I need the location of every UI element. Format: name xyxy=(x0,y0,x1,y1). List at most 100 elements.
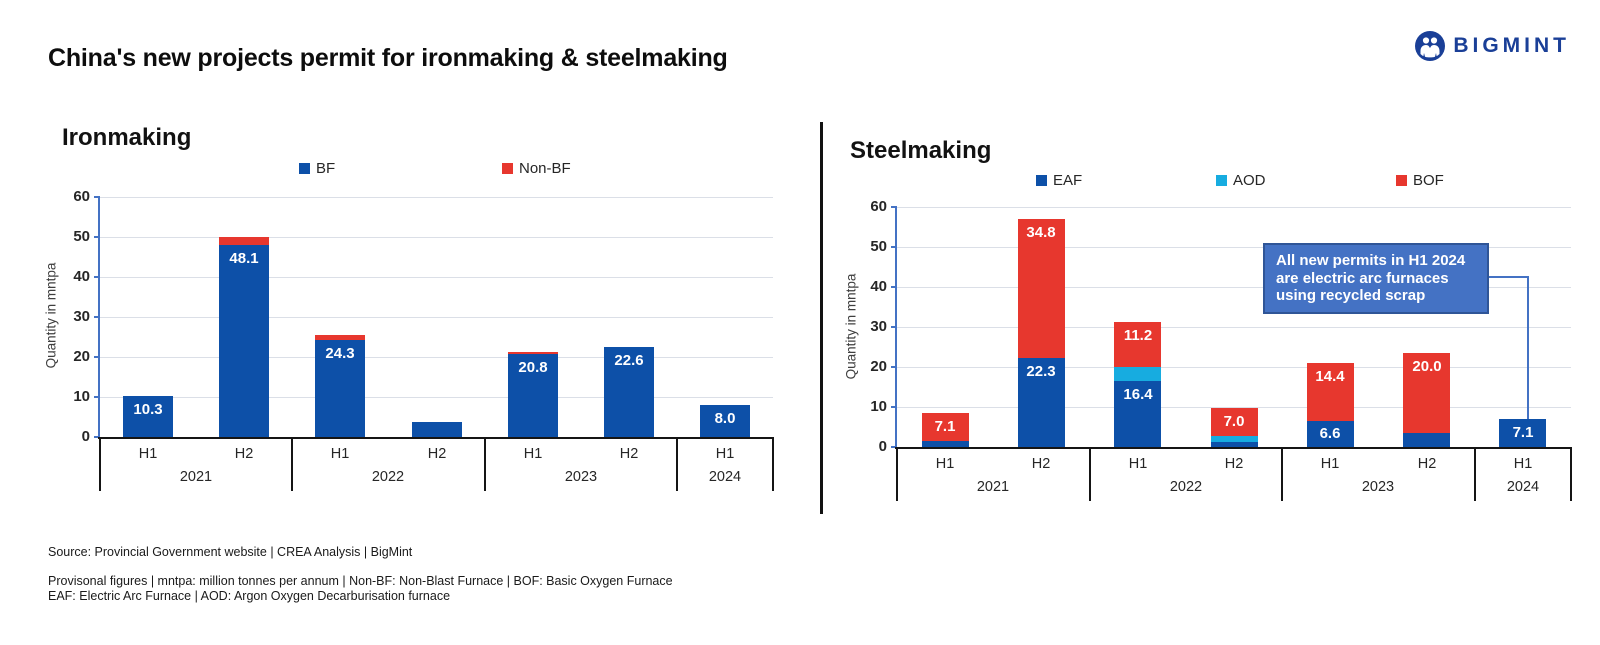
legend-item-aod: AOD xyxy=(1216,171,1266,189)
y-tick-label: 40 xyxy=(73,268,90,285)
year-label: 2022 xyxy=(1169,479,1203,495)
bar-segment-bf xyxy=(508,353,558,437)
y-tick-label: 20 xyxy=(73,348,90,365)
y-axis-line xyxy=(98,197,100,437)
bar-segment-non-bf xyxy=(315,335,365,340)
category-label: H2 xyxy=(234,446,254,462)
annotation-callout: All new permits in H1 2024 are electric … xyxy=(1263,243,1489,314)
bar-segment-aod xyxy=(1211,435,1258,443)
y-tick-mark xyxy=(891,446,897,448)
bar-segment-bf xyxy=(123,395,173,437)
bar-segment-eaf xyxy=(1403,433,1450,447)
annotation-connector-horizontal xyxy=(1489,276,1529,278)
annotation-connector-vertical xyxy=(1527,276,1529,419)
year-separator xyxy=(1570,447,1572,501)
bar-segment-eaf xyxy=(1211,442,1258,447)
grid-line xyxy=(100,397,773,398)
bar-segment-eaf xyxy=(1018,357,1065,447)
bar-segment-bof xyxy=(1403,353,1450,433)
bar-segment-eaf xyxy=(1307,420,1354,447)
page-title: China's new projects permit for ironmaki… xyxy=(48,44,728,72)
year-label: 2021 xyxy=(179,469,213,485)
bar-segment-bf xyxy=(219,244,269,437)
year-separator xyxy=(896,447,898,501)
category-label: H1 xyxy=(935,456,955,472)
bar-segment-bof xyxy=(1307,363,1354,421)
y-tick-label: 10 xyxy=(870,398,887,415)
category-label: H1 xyxy=(523,446,543,462)
bar-segment-aod xyxy=(1114,367,1161,382)
legend-label: AOD xyxy=(1233,171,1266,189)
category-label: H2 xyxy=(1417,456,1437,472)
bar-segment-bof xyxy=(1114,322,1161,367)
y-tick-mark xyxy=(891,366,897,368)
data-label: 24.3 xyxy=(325,344,355,362)
category-label: H2 xyxy=(1031,456,1051,472)
data-label: 14.4 xyxy=(1315,368,1345,385)
y-tick-mark xyxy=(94,236,100,238)
legend-marker-non-bf xyxy=(502,162,513,174)
data-label: 8.0 xyxy=(714,410,736,427)
bar-segment-bf xyxy=(604,346,654,437)
legend-marker-eaf xyxy=(1036,174,1047,186)
legend-label: BOF xyxy=(1413,171,1444,189)
data-label: 7.0 xyxy=(1223,412,1245,430)
bar-segment-eaf xyxy=(1499,418,1546,447)
y-tick-mark xyxy=(891,406,897,408)
x-axis-line xyxy=(895,447,1571,449)
category-label: H1 xyxy=(1513,456,1533,472)
bar-segment-bof xyxy=(1018,218,1065,358)
bar-segment-bof xyxy=(922,412,969,441)
grid-line xyxy=(100,317,773,318)
legend-item-non-bf: Non-BF xyxy=(502,159,571,177)
y-tick-label: 50 xyxy=(870,238,887,255)
year-label: 2022 xyxy=(371,469,405,485)
y-tick-label: 40 xyxy=(870,278,887,295)
data-label: 22.6 xyxy=(614,351,644,369)
grid-line xyxy=(897,367,1571,368)
year-label: 2023 xyxy=(564,469,598,485)
bar-segment-bf xyxy=(412,422,462,437)
data-label: 11.2 xyxy=(1123,327,1153,345)
y-tick-mark xyxy=(94,196,100,198)
grid-line xyxy=(897,287,1571,288)
y-axis-line xyxy=(895,207,897,447)
bar-segment-eaf xyxy=(922,441,969,447)
data-label: 34.8 xyxy=(1026,223,1056,241)
year-separator xyxy=(676,437,678,491)
bar-segment-bf xyxy=(315,339,365,437)
y-tick-mark xyxy=(94,316,100,318)
data-label: 48.1 xyxy=(229,249,259,267)
y-tick-label: 30 xyxy=(73,308,90,325)
year-separator xyxy=(291,437,293,491)
y-tick-label: 0 xyxy=(81,428,90,445)
y-tick-label: 60 xyxy=(870,198,887,215)
category-label: H1 xyxy=(1128,456,1148,472)
y-tick-mark xyxy=(891,326,897,328)
grid-line xyxy=(100,197,773,198)
year-separator xyxy=(1281,447,1283,501)
year-separator xyxy=(1089,447,1091,501)
bar-segment-bof xyxy=(1211,407,1258,436)
legend-item-bof: BOF xyxy=(1396,171,1444,189)
grid-line xyxy=(897,247,1571,248)
bar-segment-eaf xyxy=(1114,381,1161,447)
bar-segment-non-bf xyxy=(508,351,558,354)
year-separator xyxy=(772,437,774,491)
data-label: 16.4 xyxy=(1123,386,1153,404)
grid-line xyxy=(897,407,1571,408)
category-label: H2 xyxy=(619,446,639,462)
data-label: 10.3 xyxy=(133,400,163,418)
y-tick-mark xyxy=(94,276,100,278)
y-tick-label: 60 xyxy=(73,188,90,205)
year-separator xyxy=(99,437,101,491)
y-tick-label: 30 xyxy=(870,318,887,335)
data-label: 20.8 xyxy=(518,358,548,376)
data-label: 20.0 xyxy=(1412,358,1442,375)
data-label: 6.6 xyxy=(1319,424,1341,442)
grid-line xyxy=(897,327,1571,328)
grid-line xyxy=(100,357,773,358)
footnote-line-2: EAF: Electric Arc Furnace | AOD: Argon O… xyxy=(48,589,451,603)
year-label: 2021 xyxy=(976,479,1010,495)
